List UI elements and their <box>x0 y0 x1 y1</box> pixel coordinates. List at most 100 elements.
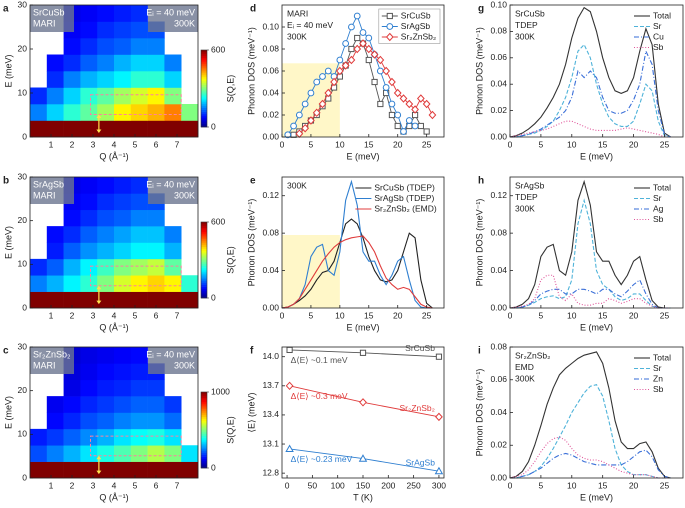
heat-cell <box>164 396 182 413</box>
y-tick-label: 0 <box>22 472 27 482</box>
heat-cell <box>80 5 98 22</box>
heat-cell <box>97 461 115 479</box>
colorbar-step <box>201 51 207 55</box>
heat-cell <box>97 379 115 397</box>
colorbar-step <box>201 235 207 238</box>
heat-cell <box>63 258 81 276</box>
x-tick-label: 20 <box>629 480 639 490</box>
heat-cell <box>130 396 148 413</box>
colorbar-step <box>201 225 207 228</box>
colorbar-tick-label: 0 <box>211 121 216 131</box>
heat-cell <box>164 461 182 479</box>
series-line <box>281 235 433 309</box>
heat-cell <box>130 5 148 22</box>
marker <box>319 73 326 80</box>
y-tick-label: 0.06 <box>262 65 279 75</box>
heat-cell <box>97 21 115 39</box>
heat-cell <box>80 291 98 309</box>
marker <box>335 66 344 76</box>
heat-cell <box>114 177 132 194</box>
x-tick-label: 0 <box>285 480 290 490</box>
series-label: Sr₂ZnSb₂ <box>400 403 435 413</box>
colorbar-step <box>201 267 207 270</box>
marker <box>388 100 396 108</box>
y-tick-label: 0.00 <box>262 302 279 312</box>
colorbar-step <box>201 98 207 101</box>
y-tick-label: 0.02 <box>262 109 279 119</box>
colorbar-step <box>201 395 207 398</box>
y-tick-label: 0.04 <box>490 407 507 417</box>
y-tick-label: 20 <box>18 385 28 395</box>
y-tick-label: 0.04 <box>262 265 279 275</box>
x-tick-label: 20 <box>393 310 403 320</box>
colorbar-step <box>201 279 207 282</box>
colorbar-step <box>201 418 207 421</box>
x-tick-label: 6 <box>154 310 159 320</box>
heat-cell <box>114 461 132 479</box>
panel-label: a <box>3 4 9 15</box>
series-line <box>510 449 671 479</box>
annotation: Eᵢ = 40 meV <box>287 20 333 30</box>
colorbar-step <box>201 443 207 446</box>
heat-cell <box>164 258 182 276</box>
marker <box>386 23 394 30</box>
y-tick-label: 0.12 <box>262 190 279 200</box>
heat-cell <box>63 226 81 243</box>
heat-cell <box>63 38 81 55</box>
heat-cell <box>114 209 132 227</box>
y-tick-label: 0.06 <box>490 52 507 62</box>
y-tick-label: 0.04 <box>490 78 507 88</box>
colorbar-step <box>201 92 207 95</box>
colorbar-step <box>201 265 207 268</box>
marker <box>301 123 310 133</box>
colorbar-step <box>201 424 207 427</box>
colorbar-step <box>201 433 207 436</box>
colorbar-step <box>201 462 207 465</box>
marker <box>313 78 321 86</box>
series-line <box>281 179 433 309</box>
colorbar-step <box>201 286 207 289</box>
y-axis-label: ⟨E⟩ (meV) <box>246 392 256 432</box>
colorbar-step <box>201 284 207 287</box>
colorbar-step <box>201 227 207 230</box>
panel-label: b <box>3 176 9 187</box>
heat-cell <box>114 226 132 243</box>
x-tick-label: 15 <box>598 139 608 149</box>
colorbar-step <box>201 454 207 457</box>
marker <box>428 110 437 120</box>
heat-cell <box>97 258 115 276</box>
colorbar-step <box>201 435 207 438</box>
y-tick-label: 20 <box>18 215 28 225</box>
heat-cell <box>181 120 199 138</box>
heat-cell <box>164 445 182 462</box>
x-tick-label: 6 <box>154 139 159 149</box>
heat-cell <box>147 209 165 227</box>
colorbar-tick-label: 1000 <box>211 386 230 396</box>
panel-label: e <box>250 176 256 187</box>
colorbar-step <box>201 263 207 266</box>
x-axis-label: Q (Å⁻¹) <box>99 322 128 332</box>
heat-cell <box>80 412 98 430</box>
colorbar-step <box>201 90 207 93</box>
annotation: MARI <box>33 360 56 370</box>
x-axis-label: E (meV) <box>580 151 613 161</box>
heat-cell <box>80 71 98 88</box>
heat-cell <box>46 258 64 276</box>
arrow-head <box>96 455 102 460</box>
marker <box>411 122 419 130</box>
colorbar-step <box>201 250 207 253</box>
colorbar-step <box>201 241 207 244</box>
colorbar-step <box>201 101 207 105</box>
colorbar-step <box>201 50 207 53</box>
legend-label: Sr <box>653 193 662 203</box>
colorbar-step <box>201 426 207 429</box>
heat-cell <box>46 71 64 88</box>
colorbar-step <box>201 105 207 109</box>
heat-cell <box>164 412 182 430</box>
panel-label: f <box>250 346 254 357</box>
marker <box>386 12 393 20</box>
heat-cell <box>164 275 182 292</box>
x-tick-label: 15 <box>364 310 374 320</box>
colorbar-frame <box>200 49 208 128</box>
heat-cell <box>130 209 148 227</box>
